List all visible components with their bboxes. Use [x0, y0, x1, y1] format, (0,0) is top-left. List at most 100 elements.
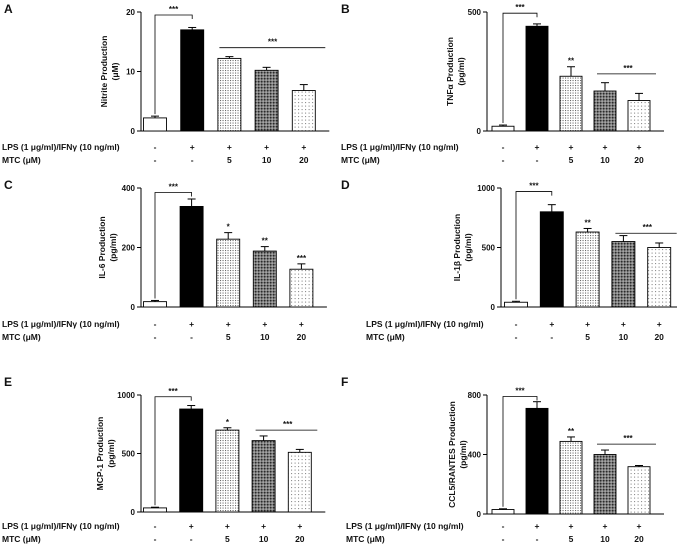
lps-condition: + — [535, 142, 540, 152]
bracket-label: *** — [169, 5, 179, 14]
mtc-row-label: MTC (μM) — [341, 155, 380, 165]
mtc-condition: - — [550, 332, 553, 342]
panel-label: F — [341, 375, 348, 389]
bracket-label: *** — [529, 182, 539, 191]
bar — [611, 241, 636, 308]
lps-condition: + — [264, 142, 269, 152]
y-axis-label: TNFα Production (pg/ml) — [445, 37, 466, 106]
bracket-label: *** — [623, 434, 633, 443]
lps-row-label: LPS (1 μg/ml)/IFNγ (10 ng/ml) — [2, 142, 120, 152]
lps-condition: - — [502, 521, 505, 531]
bar — [559, 75, 583, 132]
y-axis-label-line: TNFα Production — [445, 37, 455, 106]
bar — [289, 268, 314, 308]
y-axis-label: IL-1β Production (pg/ml) — [452, 214, 473, 282]
bar — [559, 440, 583, 515]
bar — [179, 205, 204, 308]
mtc-condition: - — [502, 534, 505, 544]
y-axis-label-line: (pg/ml) — [108, 233, 118, 261]
y-axis-label-line: (μM) — [110, 62, 120, 80]
bar — [216, 238, 241, 308]
mtc-condition: 20 — [297, 332, 307, 342]
bar — [180, 29, 205, 132]
y-axis-label-line: (pg/ml) — [456, 57, 466, 85]
lps-condition: + — [262, 319, 267, 329]
bar — [251, 440, 276, 513]
mtc-condition: 5 — [225, 534, 230, 544]
lps-condition: + — [569, 521, 574, 531]
lps-condition: + — [227, 142, 232, 152]
mtc-condition: 5 — [585, 332, 590, 342]
mtc-condition: 10 — [600, 155, 610, 165]
lps-condition: + — [189, 521, 194, 531]
y-tick-label: 500 — [468, 8, 482, 17]
significance-mark: * — [226, 418, 230, 427]
mtc-condition: - — [536, 155, 539, 165]
panel-label: A — [4, 2, 13, 16]
mtc-row-label: MTC (μM) — [366, 332, 405, 342]
mtc-row-label: MTC (μM) — [2, 155, 41, 165]
y-axis-label: Nitrite Production (μM) — [99, 36, 120, 108]
mtc-condition: - — [515, 332, 518, 342]
y-axis-label: IL-6 Production (pg/ml) — [97, 216, 118, 278]
bar — [575, 231, 600, 308]
lps-row-label: LPS (1 μg/ml)/IFNγ (10 ng/ml) — [2, 319, 120, 329]
bar — [179, 408, 204, 513]
mtc-condition: 5 — [569, 534, 574, 544]
significance-mark: ** — [584, 218, 591, 227]
y-axis-label-line: CCL5/RANTES Production — [447, 401, 457, 508]
panel-label: D — [341, 178, 350, 192]
y-tick-label: 0 — [491, 303, 496, 312]
panel-a: A 0 10 20 Nitrite Production (μM) *** *** LPS (1… — [2, 2, 330, 165]
y-axis-label-line: Nitrite Production — [99, 36, 109, 108]
bracket-label: *** — [643, 223, 653, 232]
lps-row-label: LPS (1 μg/ml)/IFNγ (10 ng/ml) — [2, 521, 120, 531]
bracket-label: *** — [268, 38, 278, 47]
significance-bracket — [502, 12, 538, 124]
bar — [143, 507, 167, 513]
panel-label: E — [4, 375, 12, 389]
bracket-label: *** — [169, 182, 179, 191]
bar — [647, 247, 672, 308]
bracket-label: *** — [283, 420, 293, 429]
panel-label: B — [341, 2, 350, 16]
lps-condition: - — [154, 521, 157, 531]
mtc-condition: 10 — [600, 534, 610, 544]
lps-condition: + — [637, 521, 642, 531]
bar — [627, 100, 651, 132]
y-tick-label: 800 — [468, 391, 482, 400]
lps-condition: + — [261, 521, 266, 531]
mtc-condition: - — [154, 332, 157, 342]
mtc-condition: 10 — [619, 332, 629, 342]
bar — [252, 250, 277, 308]
y-tick-label: 0 — [477, 127, 482, 136]
y-tick-label: 1000 — [477, 184, 495, 193]
y-axis-label-line: (pg/ml) — [106, 439, 116, 467]
bar — [215, 429, 240, 513]
bracket-label: *** — [515, 3, 525, 12]
mtc-row-label: MTC (μM) — [346, 534, 385, 544]
panel-label: C — [4, 178, 13, 192]
mtc-condition: 10 — [260, 332, 270, 342]
lps-condition: + — [637, 142, 642, 152]
y-tick-label: 400 — [122, 184, 136, 193]
bar — [539, 211, 564, 308]
bar — [491, 125, 515, 132]
y-tick-label: 500 — [482, 244, 496, 253]
bar — [593, 90, 617, 132]
lps-condition: - — [154, 142, 157, 152]
y-axis-label-line: IL-1β Production — [452, 214, 462, 282]
significance-mark: ** — [568, 57, 575, 66]
mtc-condition: - — [502, 155, 505, 165]
lps-condition: + — [549, 319, 554, 329]
lps-condition: - — [502, 142, 505, 152]
significance-mark: ** — [262, 237, 269, 246]
y-tick-label: 10 — [126, 68, 135, 77]
lps-condition: + — [301, 142, 306, 152]
y-tick-label: 0 — [131, 508, 136, 517]
y-tick-label: 20 — [126, 8, 135, 17]
y-tick-label: 500 — [122, 450, 136, 459]
